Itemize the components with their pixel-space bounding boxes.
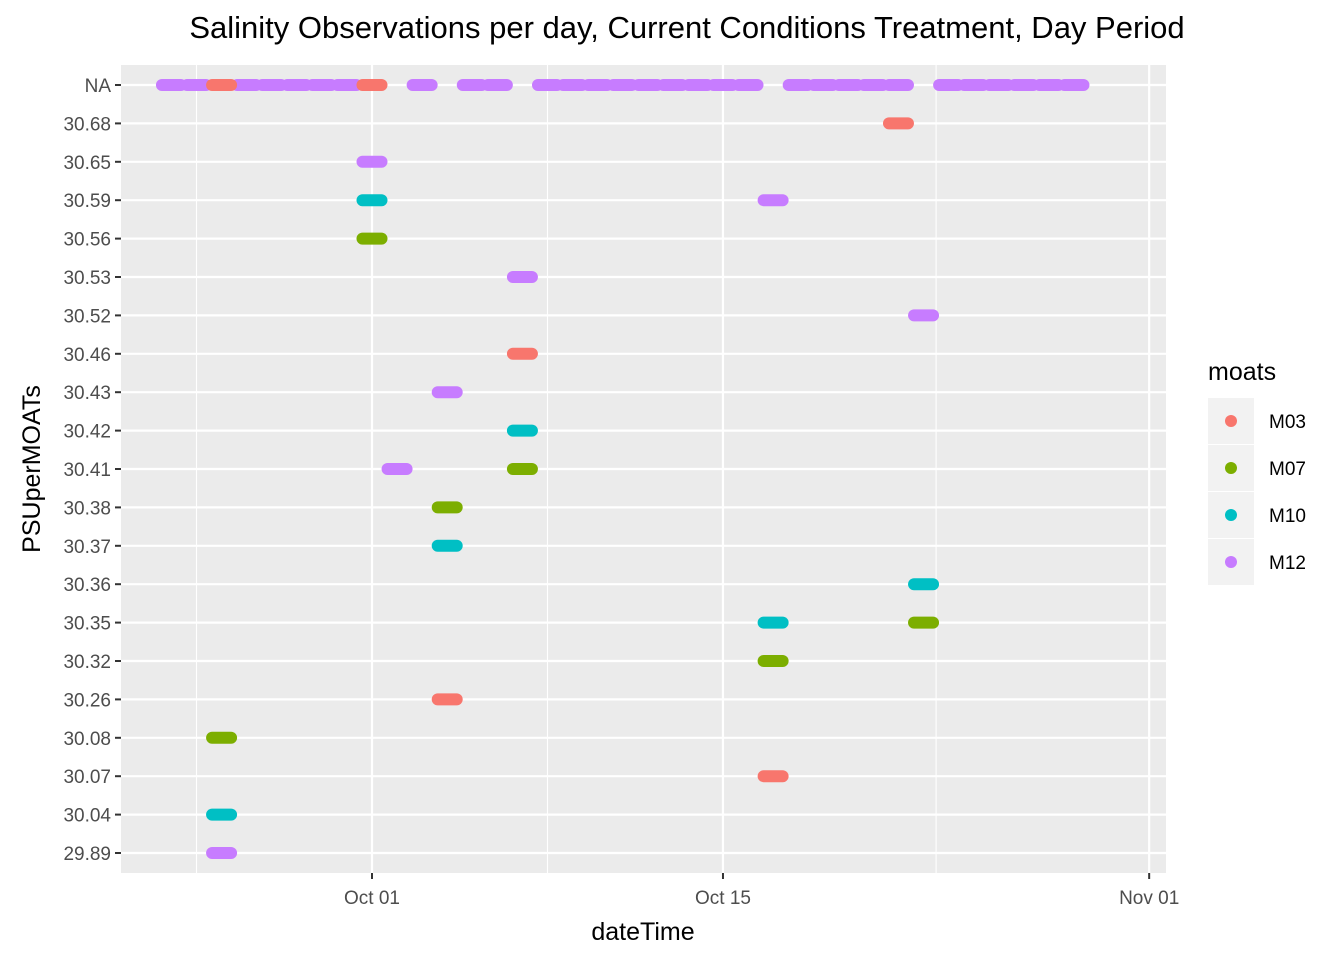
legend-swatch	[1225, 462, 1237, 474]
y-tick-label: 30.65	[63, 153, 111, 174]
y-tick-label: 29.89	[63, 844, 111, 865]
y-tick-label: 30.07	[63, 767, 111, 788]
y-tick-label: 30.37	[63, 537, 111, 558]
legend-swatch	[1225, 415, 1237, 427]
y-tick-label: NA	[85, 76, 112, 97]
y-tick-label: 30.53	[63, 268, 111, 289]
x-tick-label: Oct 15	[695, 888, 751, 909]
y-tick-label: 30.56	[63, 230, 111, 251]
y-tick-label: 30.41	[63, 460, 111, 481]
major-gridlines	[121, 65, 1166, 873]
legend-title: moats	[1208, 358, 1276, 386]
y-axis: 29.89 30.04 30.07 30.08 30.26 30.32 30.35 30.36…	[63, 76, 121, 865]
y-tick-label: 30.36	[63, 575, 111, 596]
y-tick-label: 30.43	[63, 383, 111, 404]
y-tick-label: 30.26	[63, 690, 111, 711]
y-tick-label: 30.52	[63, 306, 111, 327]
x-tick-label: Nov 01	[1119, 888, 1179, 909]
y-tick-label: 30.68	[63, 114, 111, 135]
legend-swatch	[1225, 556, 1237, 568]
legend-entry-m03: M03	[1269, 412, 1306, 433]
y-axis-label: PSUperMOATs	[18, 385, 46, 553]
y-tick-label: 30.08	[63, 729, 111, 750]
y-tick-label: 30.46	[63, 345, 111, 366]
y-tick-label: 30.35	[63, 614, 111, 635]
legend-entry-m12: M12	[1269, 553, 1306, 574]
legend-entry-m10: M10	[1269, 506, 1306, 527]
x-axis: Oct 01 Oct 15 Nov 01	[344, 873, 1179, 909]
y-tick-label: 30.42	[63, 422, 111, 443]
legend-swatch	[1225, 509, 1237, 521]
y-tick-label: 30.59	[63, 191, 111, 212]
chart-title: Salinity Observations per day, Current C…	[189, 10, 1184, 45]
x-tick-label: Oct 01	[344, 888, 400, 909]
x-axis-label: dateTime	[591, 918, 694, 946]
legend-entry-m07: M07	[1269, 459, 1306, 480]
data-marks	[155, 79, 1090, 859]
y-tick-label: 30.32	[63, 652, 111, 673]
legend: moats M03 M07 M10 M12	[1208, 358, 1306, 585]
y-tick-label: 30.38	[63, 498, 111, 519]
y-tick-label: 30.04	[63, 806, 111, 827]
